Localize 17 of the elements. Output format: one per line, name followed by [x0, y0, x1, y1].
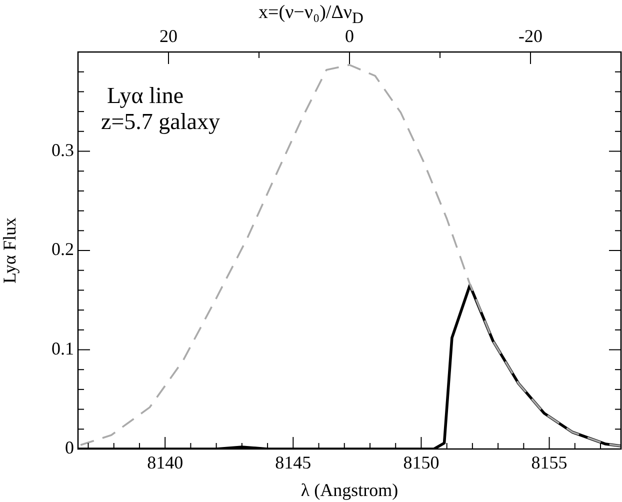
x-tick-label: 8145	[275, 452, 312, 473]
x2-tick-label: 0	[345, 26, 354, 46]
x-tick-label: 8140	[147, 452, 184, 473]
annotation: Lyα line	[107, 83, 184, 109]
x-axis-title: λ (Angstrom)	[300, 480, 398, 500]
x2-tick-label: 20	[160, 26, 178, 46]
y-tick-label: 0.3	[52, 140, 74, 160]
line-series	[80, 64, 621, 447]
x2-axis-title: x=(ν−ν₀)/Δν$_{D}$	[258, 2, 364, 28]
x2-tick-label: -20	[518, 26, 542, 46]
y-tick-label: 0.2	[52, 239, 74, 260]
x-tick-label: 8150	[403, 452, 440, 473]
y-axis-title: Lyα Flux	[0, 218, 20, 284]
y-tick-label: 0.1	[52, 338, 74, 358]
x-tick-label: 8155	[531, 452, 568, 473]
y-tick-label: 0	[65, 438, 74, 458]
annotation: z=5.7 galaxy	[101, 109, 220, 135]
